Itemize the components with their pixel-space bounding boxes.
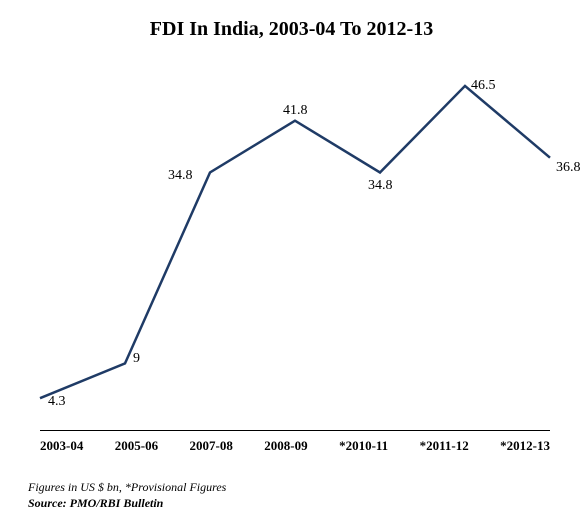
x-axis-label: *2010-11 (339, 438, 388, 454)
x-axis-label: 2007-08 (190, 438, 233, 454)
data-point-label: 36.8 (556, 160, 581, 176)
x-axis-label: *2012-13 (500, 438, 550, 454)
x-axis-label: 2003-04 (40, 438, 83, 454)
chart-container: FDI In India, 2003-04 To 2012-13 2003-04… (0, 0, 583, 522)
data-point-label: 34.8 (168, 168, 193, 184)
x-axis-label: *2011-12 (420, 438, 469, 454)
chart-title: FDI In India, 2003-04 To 2012-13 (0, 18, 583, 41)
x-axis-label: 2005-06 (115, 438, 158, 454)
x-axis (40, 430, 550, 431)
x-axis-labels: 2003-04 2005-06 2007-08 2008-09 *2010-11 *201… (40, 438, 550, 454)
data-point-label: 34.8 (368, 178, 393, 194)
footnote-source: Source: PMO/RBI Bulletin (28, 496, 163, 511)
x-axis-label: 2008-09 (264, 438, 307, 454)
data-point-label: 9 (133, 351, 140, 367)
data-point-label: 46.5 (471, 78, 496, 94)
data-point-label: 41.8 (283, 103, 308, 119)
line-series (40, 86, 550, 398)
data-point-label: 4.3 (48, 394, 66, 410)
footnote-units: Figures in US $ bn, *Provisional Figures (28, 480, 226, 495)
